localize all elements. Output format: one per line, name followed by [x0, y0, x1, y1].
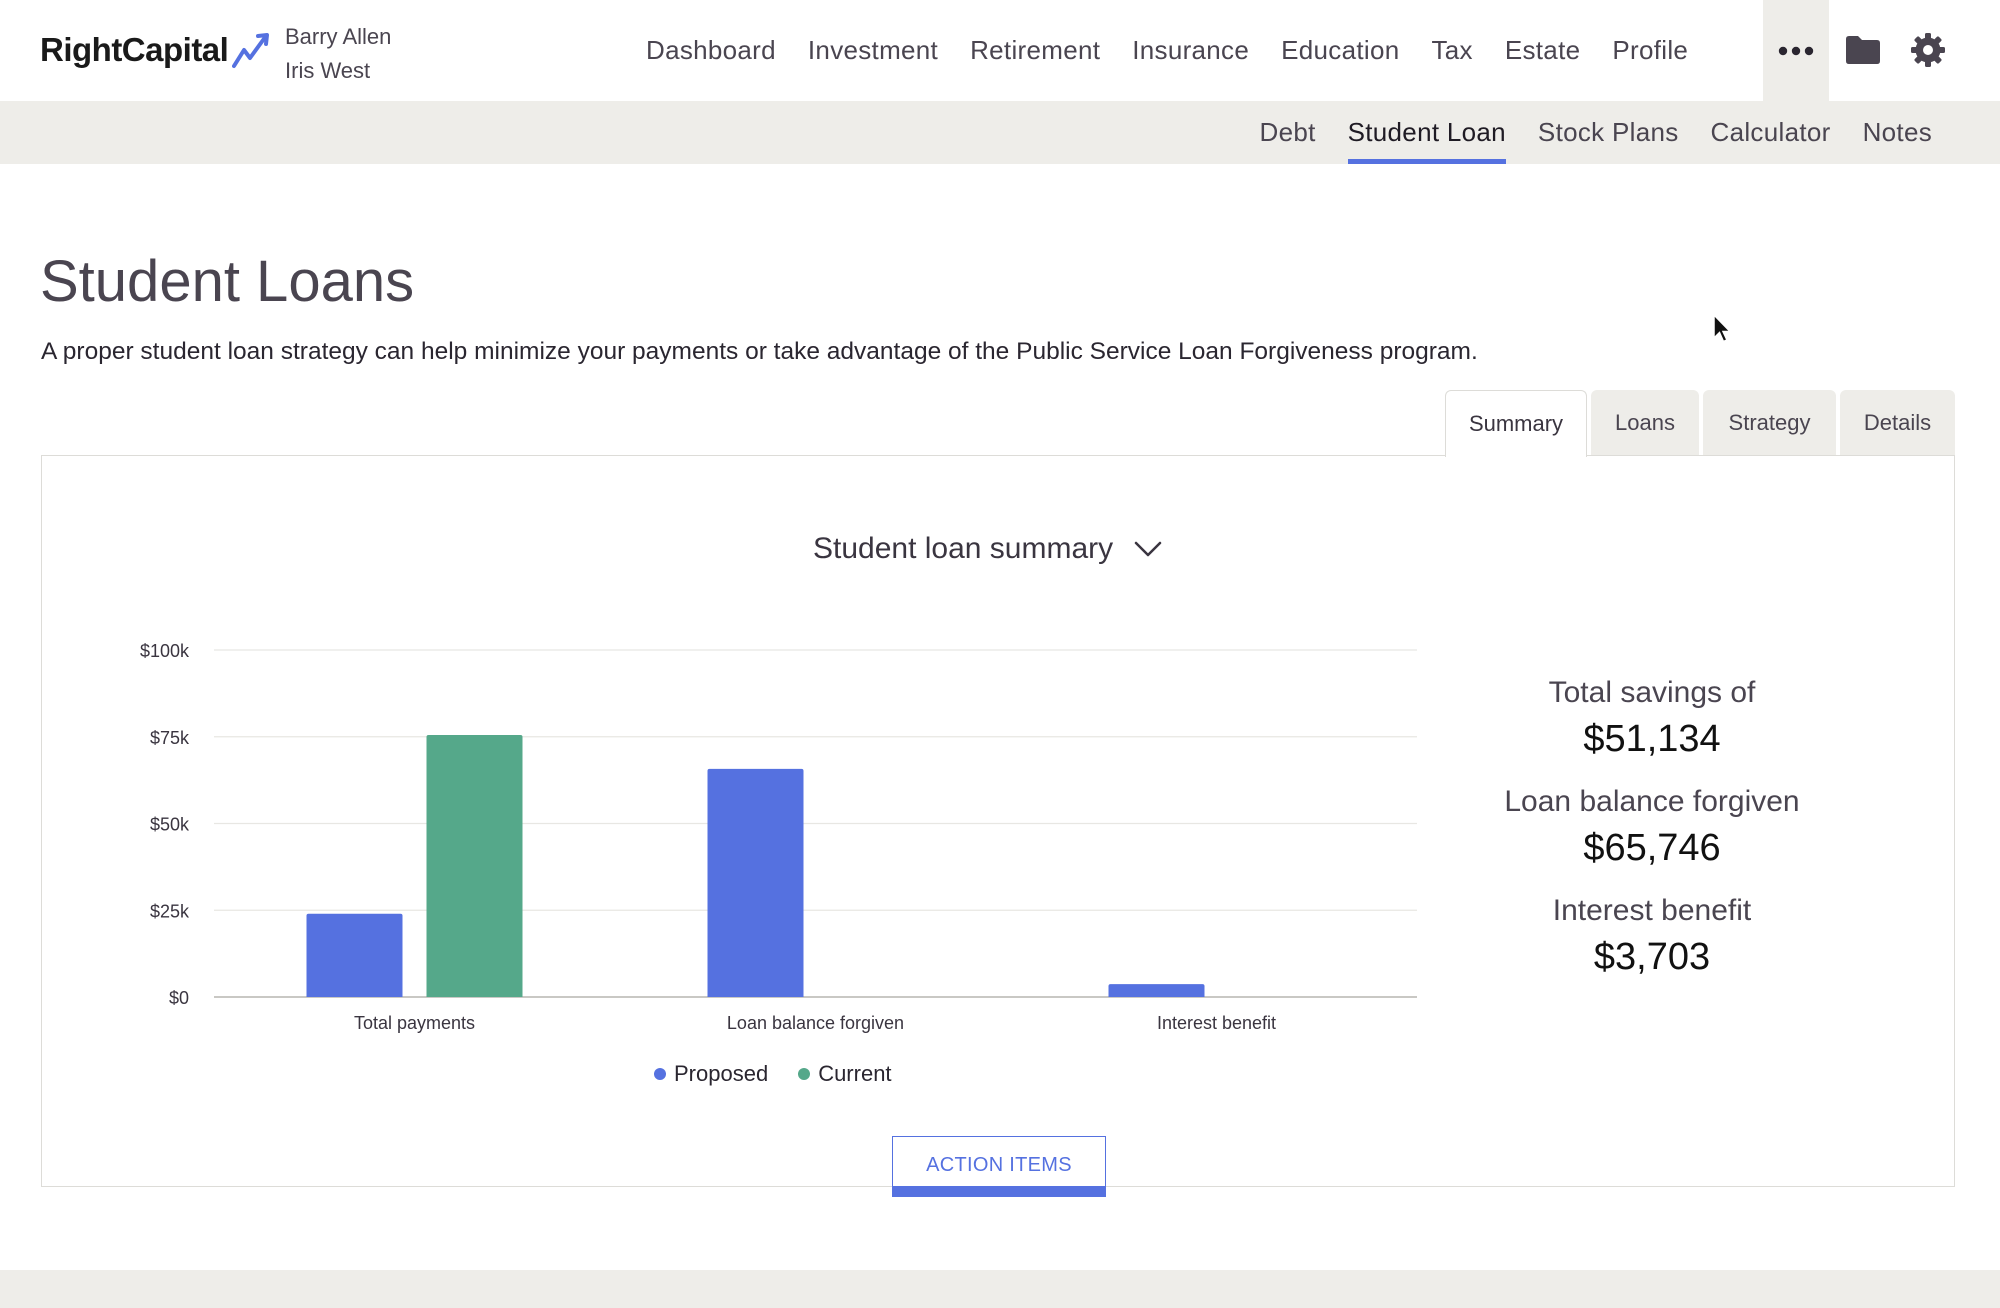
vault-button[interactable]	[1843, 32, 1883, 68]
tab-strategy[interactable]: Strategy	[1703, 390, 1836, 456]
legend-item-proposed[interactable]: Proposed	[654, 1061, 768, 1087]
action-items-button[interactable]: ACTION ITEMS	[892, 1136, 1106, 1197]
summary-panel: Student loan summary $0 $25k $50k $75k $100k…	[41, 455, 1955, 1197]
footer-strip	[0, 1270, 2000, 1308]
page-title: Student Loans	[40, 249, 415, 314]
nav-profile[interactable]: Profile	[1612, 35, 1689, 65]
nav-insurance[interactable]: Insurance	[1132, 35, 1250, 65]
bar-current	[426, 735, 523, 997]
nav-dashboard[interactable]: Dashboard	[646, 35, 776, 65]
chart-selector-dropdown[interactable]: Student loan summary	[813, 532, 1163, 566]
nav-retirement[interactable]: Retirement	[970, 35, 1101, 65]
subnav-calculator[interactable]: Calculator	[1710, 117, 1831, 147]
mouse-cursor-icon	[1713, 313, 1732, 343]
client-name-primary: Barry Allen	[285, 24, 392, 49]
gear-icon	[1911, 33, 1945, 67]
total-savings-label: Total savings of	[1548, 676, 1756, 709]
y-tick-label: $75k	[150, 728, 190, 748]
bar-chart: $0 $25k $50k $75k $100k Total payments Loan ba…	[140, 641, 1417, 1033]
legend-dot-proposed	[654, 1068, 666, 1080]
folder-icon	[1846, 36, 1880, 64]
logo-arrow-icon	[232, 33, 270, 68]
client-name-spouse: Iris West	[285, 58, 371, 83]
chevron-down-icon	[1134, 541, 1162, 557]
more-dots-icon	[1778, 46, 1814, 55]
nav-tax[interactable]: Tax	[1431, 35, 1473, 65]
y-tick-label: $0	[169, 988, 189, 1008]
x-tick-label: Loan balance forgiven	[727, 1013, 904, 1033]
bar-proposed	[1108, 984, 1205, 997]
subnav-stock-plans[interactable]: Stock Plans	[1537, 117, 1679, 147]
chart-title: Student loan summary	[813, 532, 1114, 565]
chart-legend: Proposed Current	[654, 1061, 922, 1087]
savings-summary: Total savings of $51,134 Loan balance fo…	[1442, 676, 1862, 1003]
legend-dot-current	[798, 1068, 811, 1080]
nav-estate[interactable]: Estate	[1504, 35, 1581, 65]
client-names[interactable]: Barry Allen Iris West	[285, 20, 391, 88]
top-bar: RightCapital Barry Allen Iris West Dashb…	[0, 0, 2000, 101]
sub-nav-bar: Debt Student Loan Stock Plans Calculator…	[0, 101, 2000, 164]
rightcapital-logo[interactable]: RightCapital	[40, 30, 272, 70]
sub-nav: Debt Student Loan Stock Plans Calculator…	[1244, 101, 1949, 164]
tab-loans[interactable]: Loans	[1591, 390, 1699, 456]
tab-details[interactable]: Details	[1840, 390, 1955, 456]
x-tick-label: Total payments	[354, 1013, 475, 1033]
total-savings-value: $51,134	[1583, 718, 1721, 760]
x-tick-label: Interest benefit	[1157, 1013, 1276, 1033]
y-tick-label: $25k	[150, 901, 190, 921]
subnav-debt[interactable]: Debt	[1259, 117, 1316, 147]
legend-label-proposed: Proposed	[674, 1061, 769, 1086]
legend-item-current[interactable]: Current	[798, 1061, 892, 1087]
interest-benefit-value: $3,703	[1593, 936, 1711, 978]
nav-investment[interactable]: Investment	[807, 35, 939, 65]
nav-education[interactable]: Education	[1281, 35, 1400, 65]
settings-button[interactable]	[1908, 30, 1948, 70]
loan-forgiven-value: $65,746	[1583, 827, 1721, 869]
y-tick-label: $50k	[150, 815, 190, 835]
bar-proposed	[707, 768, 804, 997]
logo-text: RightCapital	[40, 31, 229, 68]
subnav-student-loan[interactable]: Student Loan	[1347, 101, 1507, 164]
tab-summary[interactable]: Summary	[1445, 390, 1587, 457]
view-tabs: Summary Loans Strategy Details	[1441, 390, 1955, 457]
bar-proposed	[306, 913, 403, 997]
loan-forgiven-label: Loan balance forgiven	[1504, 785, 1800, 818]
interest-benefit-label: Interest benefit	[1552, 894, 1752, 927]
y-tick-label: $100k	[140, 641, 190, 661]
more-menu-button[interactable]	[1763, 0, 1829, 101]
page-description: A proper student loan strategy can help …	[41, 338, 1478, 365]
legend-label-current: Current	[818, 1061, 892, 1086]
subnav-notes[interactable]: Notes	[1862, 117, 1932, 147]
main-nav: Dashboard Investment Retirement Insuranc…	[630, 0, 1704, 101]
